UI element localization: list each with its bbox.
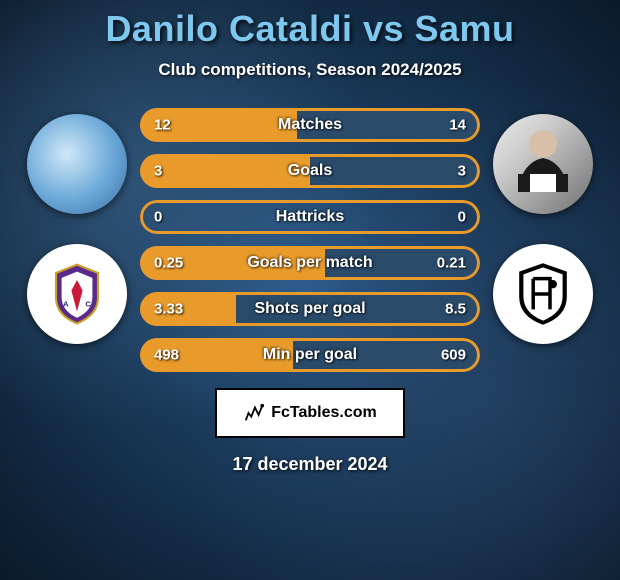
right-column	[488, 108, 598, 344]
branding-box: FcTables.com	[215, 388, 405, 438]
left-club-crest: A C	[27, 244, 127, 344]
stat-value-right: 0.21	[437, 255, 466, 272]
stat-label: Min per goal	[263, 346, 357, 364]
svg-text:A: A	[63, 300, 69, 309]
left-column: A C	[22, 108, 132, 344]
stat-fill-left	[140, 154, 310, 188]
stat-value-right: 609	[441, 347, 466, 364]
stat-bar: Hattricks 0 0	[140, 200, 480, 234]
svg-text:C: C	[85, 300, 91, 309]
page-subtitle: Club competitions, Season 2024/2025	[158, 60, 461, 80]
stat-value-left: 3.33	[154, 301, 183, 318]
stat-label: Goals per match	[247, 254, 372, 272]
stat-bar: Goals per match 0.25 0.21	[140, 246, 480, 280]
stat-label: Matches	[278, 116, 342, 134]
player-silhouette-icon	[493, 114, 593, 214]
vitoria-crest-icon	[508, 259, 578, 329]
stat-label: Shots per goal	[254, 300, 365, 318]
stat-bar: Goals 3 3	[140, 154, 480, 188]
stat-bar: Min per goal 498 609	[140, 338, 480, 372]
stat-fill-right	[310, 154, 480, 188]
stat-bar: Matches 12 14	[140, 108, 480, 142]
fctables-logo-icon	[243, 402, 265, 424]
stat-value-left: 3	[154, 163, 162, 180]
stat-value-right: 3	[458, 163, 466, 180]
stat-label: Hattricks	[276, 208, 344, 226]
stat-label: Goals	[288, 162, 332, 180]
branding-text: FcTables.com	[271, 404, 377, 422]
right-club-crest	[493, 244, 593, 344]
stat-value-left: 498	[154, 347, 179, 364]
stat-value-left: 12	[154, 117, 171, 134]
stat-bars: Matches 12 14 Goals 3 3 Hattricks 0 0 Goals per m…	[140, 108, 480, 372]
comparison-card: Danilo Cataldi vs Samu Club competitions…	[0, 0, 620, 580]
stat-value-left: 0	[154, 209, 162, 226]
stat-value-right: 14	[449, 117, 466, 134]
main-row: A C Matches 12 14 Goals 3 3 Hattricks 0 0 Goals p…	[0, 108, 620, 372]
page-title: Danilo Cataldi vs Samu	[105, 8, 514, 50]
stat-value-right: 8.5	[445, 301, 466, 318]
stat-value-left: 0.25	[154, 255, 183, 272]
left-player-photo	[27, 114, 127, 214]
right-player-photo	[493, 114, 593, 214]
fiorentina-crest-icon: A C	[42, 259, 112, 329]
stat-bar: Shots per goal 3.33 8.5	[140, 292, 480, 326]
stat-value-right: 0	[458, 209, 466, 226]
date-text: 17 december 2024	[232, 454, 387, 475]
